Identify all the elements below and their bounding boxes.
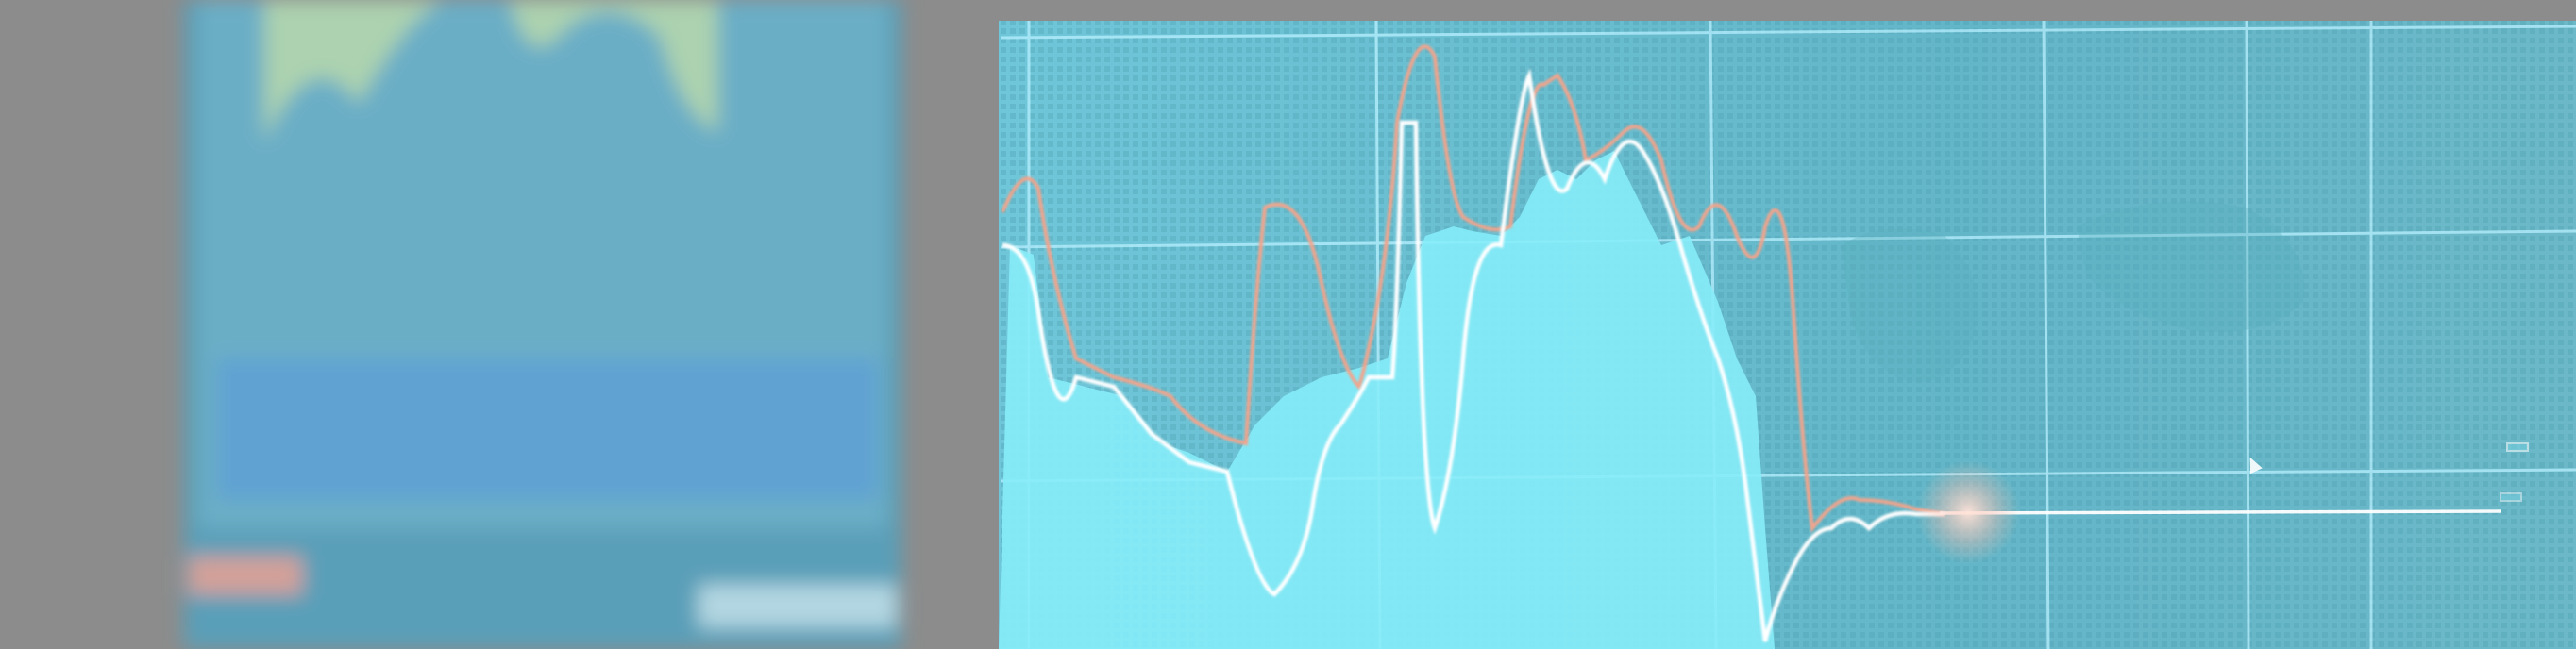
price-tag-current — [2500, 492, 2522, 502]
chart-series-white — [1002, 68, 1945, 642]
current-price-line — [1939, 509, 2502, 515]
chart-fill-area — [999, 151, 1775, 649]
blurred-background-monitor — [184, 0, 901, 649]
chart-series-orange — [1001, 44, 1945, 534]
price-glow — [1916, 460, 2020, 564]
price-tag-upper — [2506, 442, 2529, 452]
world-map-hint — [1841, 201, 2305, 382]
